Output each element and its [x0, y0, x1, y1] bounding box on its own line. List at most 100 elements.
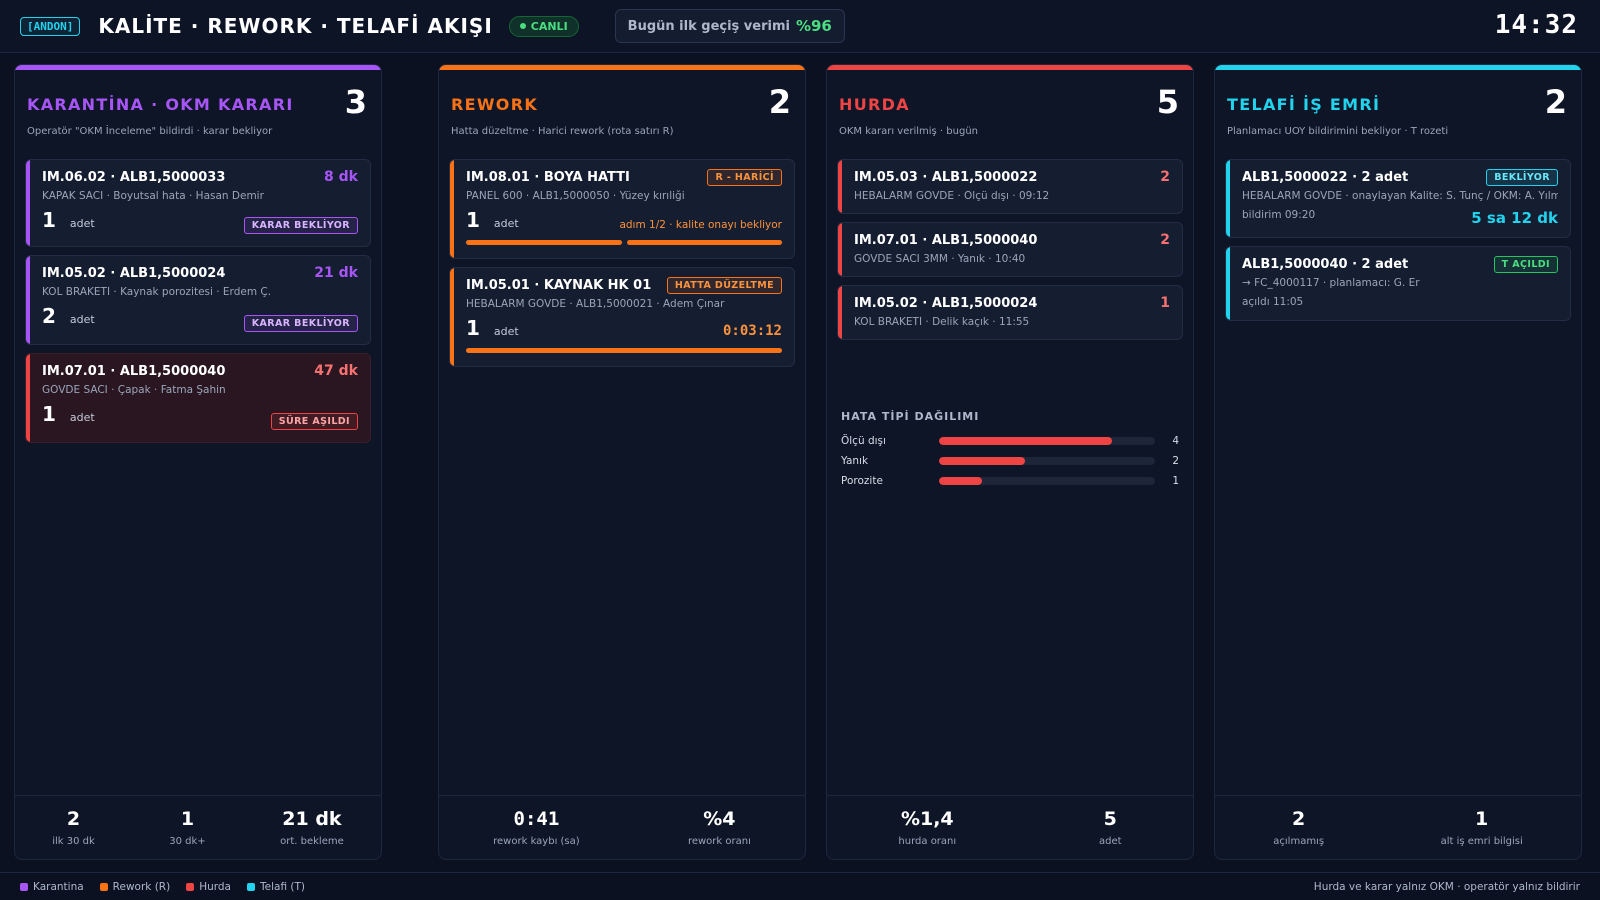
column-stats: %1,4 hurda oranı 5 adet — [827, 795, 1193, 859]
legend-label: Karantina — [33, 880, 84, 893]
live-badge: CANLI — [508, 15, 579, 37]
distribution-bar — [939, 437, 1112, 445]
legend-swatch-icon — [247, 882, 255, 891]
stat-value: %1,4 — [900, 808, 954, 830]
column-subtitle: Operatör "OKM İnceleme" bildirdi · karar… — [27, 126, 273, 137]
step-note: adım 1/2 · kalite onayı bekliyor — [619, 219, 782, 231]
route-badge: R - HARİCİ — [707, 169, 782, 186]
unit: adet — [493, 217, 519, 230]
column-subtitle: Planlamacı UOY bildirimini bekliyor · T … — [1227, 126, 1449, 137]
card-subtitle: KAPAK SACI · Boyutsal hata · Hasan Demir — [42, 190, 264, 202]
scrap-card[interactable]: IM.05.02 · ALB1,5000024 1 KOL BRAKETİ · … — [837, 285, 1183, 340]
stat: 2 ilk 30 dk — [52, 808, 95, 847]
rework-card[interactable]: IM.08.01 · BOYA HATTI R - HARİCİ PANEL 6… — [449, 159, 795, 259]
legend-label: Hurda — [199, 880, 231, 893]
stat-value: 2 — [66, 808, 81, 830]
column-telafi: TELAFİ İŞ EMRİ 2 Planlamacı UOY bildirim… — [1214, 64, 1582, 860]
defect-label: Ölçü dışı — [841, 435, 886, 447]
route-badge: HATTA DÜZELTME — [666, 277, 782, 294]
card-subtitle: KOL BRAKETİ · Delik kaçık · 11:55 — [854, 316, 1030, 328]
card-stripe — [450, 268, 454, 366]
distribution-row: Porozite 1 — [841, 471, 1179, 491]
card-subtitle: GÖVDE SACI 3MM · Yanık · 10:40 — [854, 253, 1026, 265]
stat-value: 0:41 — [513, 808, 560, 830]
column-title: KARANTİNA · OKM KARARI — [27, 95, 294, 114]
card-stripe — [838, 160, 842, 213]
column-accent-bar — [1215, 65, 1581, 70]
quantity: 1 — [42, 402, 56, 426]
stat: 1 alt iş emri bilgisi — [1441, 808, 1523, 847]
distribution-track — [939, 477, 1155, 485]
card-title: IM.07.01 · ALB1,5000040 — [42, 364, 226, 379]
stat-value: 21 dk — [282, 808, 342, 830]
card-stripe — [26, 160, 30, 246]
distribution-bar — [939, 457, 1026, 465]
stat-value: %4 — [703, 808, 736, 830]
legend-bar: Karantina Rework (R) Hurda Telafi (T) Hu… — [0, 872, 1600, 900]
wait-time: 5 sa 12 dk — [1471, 209, 1558, 227]
card-title: IM.05.02 · ALB1,5000024 — [854, 296, 1038, 311]
stat: %1,4 hurda oranı — [898, 808, 956, 847]
progress-step — [626, 240, 782, 245]
column-count: 2 — [768, 83, 791, 121]
defect-count: 4 — [1172, 435, 1179, 447]
scrap-qty: 2 — [1160, 232, 1170, 248]
stat-label: adet — [1099, 836, 1122, 847]
live-label: CANLI — [530, 19, 568, 33]
stat: 1 30 dk+ — [169, 808, 205, 847]
progress-step — [466, 240, 622, 245]
stat-label: rework kaybı (sa) — [493, 836, 580, 847]
scrap-card[interactable]: IM.05.03 · ALB1,5000022 2 HEBALARM GÖVDE… — [837, 159, 1183, 214]
stat-value: 5 — [1103, 808, 1117, 830]
stat-label: 30 dk+ — [169, 836, 206, 847]
scrap-card[interactable]: IM.07.01 · ALB1,5000040 2 GÖVDE SACI 3MM… — [837, 222, 1183, 277]
legend-label: Rework (R) — [112, 880, 171, 893]
unit: adet — [69, 411, 95, 424]
defect-count: 1 — [1172, 475, 1179, 487]
defect-distribution: HATA TİPİ DAĞILIMI Ölçü dışı 4 Yanık 2 P… — [841, 410, 1179, 491]
defect-label: Yanık — [841, 455, 869, 467]
column-karantina: KARANTİNA · OKM KARARI 3 Operatör "OKM İ… — [14, 64, 382, 860]
status-badge: T AÇILDI — [1493, 256, 1558, 273]
card-title: ALB1,5000040 · 2 adet — [1242, 257, 1409, 272]
card-stripe — [838, 223, 842, 276]
column-count: 5 — [1156, 83, 1179, 121]
card-title: IM.05.03 · ALB1,5000022 — [854, 170, 1038, 185]
card-title: IM.07.01 · ALB1,5000040 — [854, 233, 1038, 248]
distribution-row: Ölçü dışı 4 — [841, 431, 1179, 451]
column-title: TELAFİ İŞ EMRİ — [1227, 95, 1381, 114]
card-title: IM.06.02 · ALB1,5000033 — [42, 170, 226, 185]
status-badge: KARAR BEKLİYOR — [243, 315, 358, 332]
distribution-track — [939, 457, 1155, 465]
card-stripe — [26, 256, 30, 344]
legend-swatch-icon — [20, 882, 28, 891]
unit: adet — [69, 313, 95, 326]
column-count: 3 — [344, 83, 367, 121]
stat-value: 1 — [1475, 808, 1489, 830]
compensation-card[interactable]: ALB1,5000040 · 2 adet T AÇILDI → FC_4000… — [1225, 246, 1571, 321]
distribution-bar — [939, 477, 983, 485]
stat-label: alt iş emri bilgisi — [1440, 836, 1523, 847]
step-progress — [466, 240, 782, 245]
card-title: IM.05.02 · ALB1,5000024 — [42, 266, 226, 281]
card-title: ALB1,5000022 · 2 adet — [1242, 170, 1409, 185]
column-accent-bar — [15, 65, 381, 70]
card-subtitle: HEBALARM GÖVDE · onaylayan Kalite: S. Tu… — [1242, 190, 1558, 202]
column-subtitle: OKM kararı verilmiş · bugün — [839, 126, 978, 137]
quarantine-card[interactable]: IM.06.02 · ALB1,5000033 8 dk KAPAK SACI … — [25, 159, 371, 247]
quarantine-card[interactable]: IM.05.02 · ALB1,5000024 21 dk KOL BRAKET… — [25, 255, 371, 345]
scrap-qty: 1 — [1160, 295, 1170, 311]
stat-label: açılmamış — [1273, 836, 1325, 847]
stat-label: hurda oranı — [898, 836, 957, 847]
unit: adet — [493, 325, 519, 338]
card-subtitle: PANEL 600 · ALB1,5000050 · Yüzey kırıliğ… — [466, 190, 685, 202]
quarantine-card-overdue[interactable]: IM.07.01 · ALB1,5000040 47 dk GÖVDE SACI… — [25, 353, 371, 443]
compensation-card[interactable]: ALB1,5000022 · 2 adet BEKLİYOR HEBALARM … — [1225, 159, 1571, 238]
wait-time: 21 dk — [314, 265, 358, 281]
column-stats: 2 açılmamış 1 alt iş emri bilgisi — [1215, 795, 1581, 859]
stat-value: 1 — [180, 808, 195, 830]
rework-card[interactable]: IM.05.01 · KAYNAK HK 01 HATTA DÜZELTME H… — [449, 267, 795, 367]
column-title: HURDA — [839, 95, 910, 114]
status-badge: BEKLİYOR — [1486, 169, 1558, 186]
scrap-qty: 2 — [1160, 169, 1170, 185]
